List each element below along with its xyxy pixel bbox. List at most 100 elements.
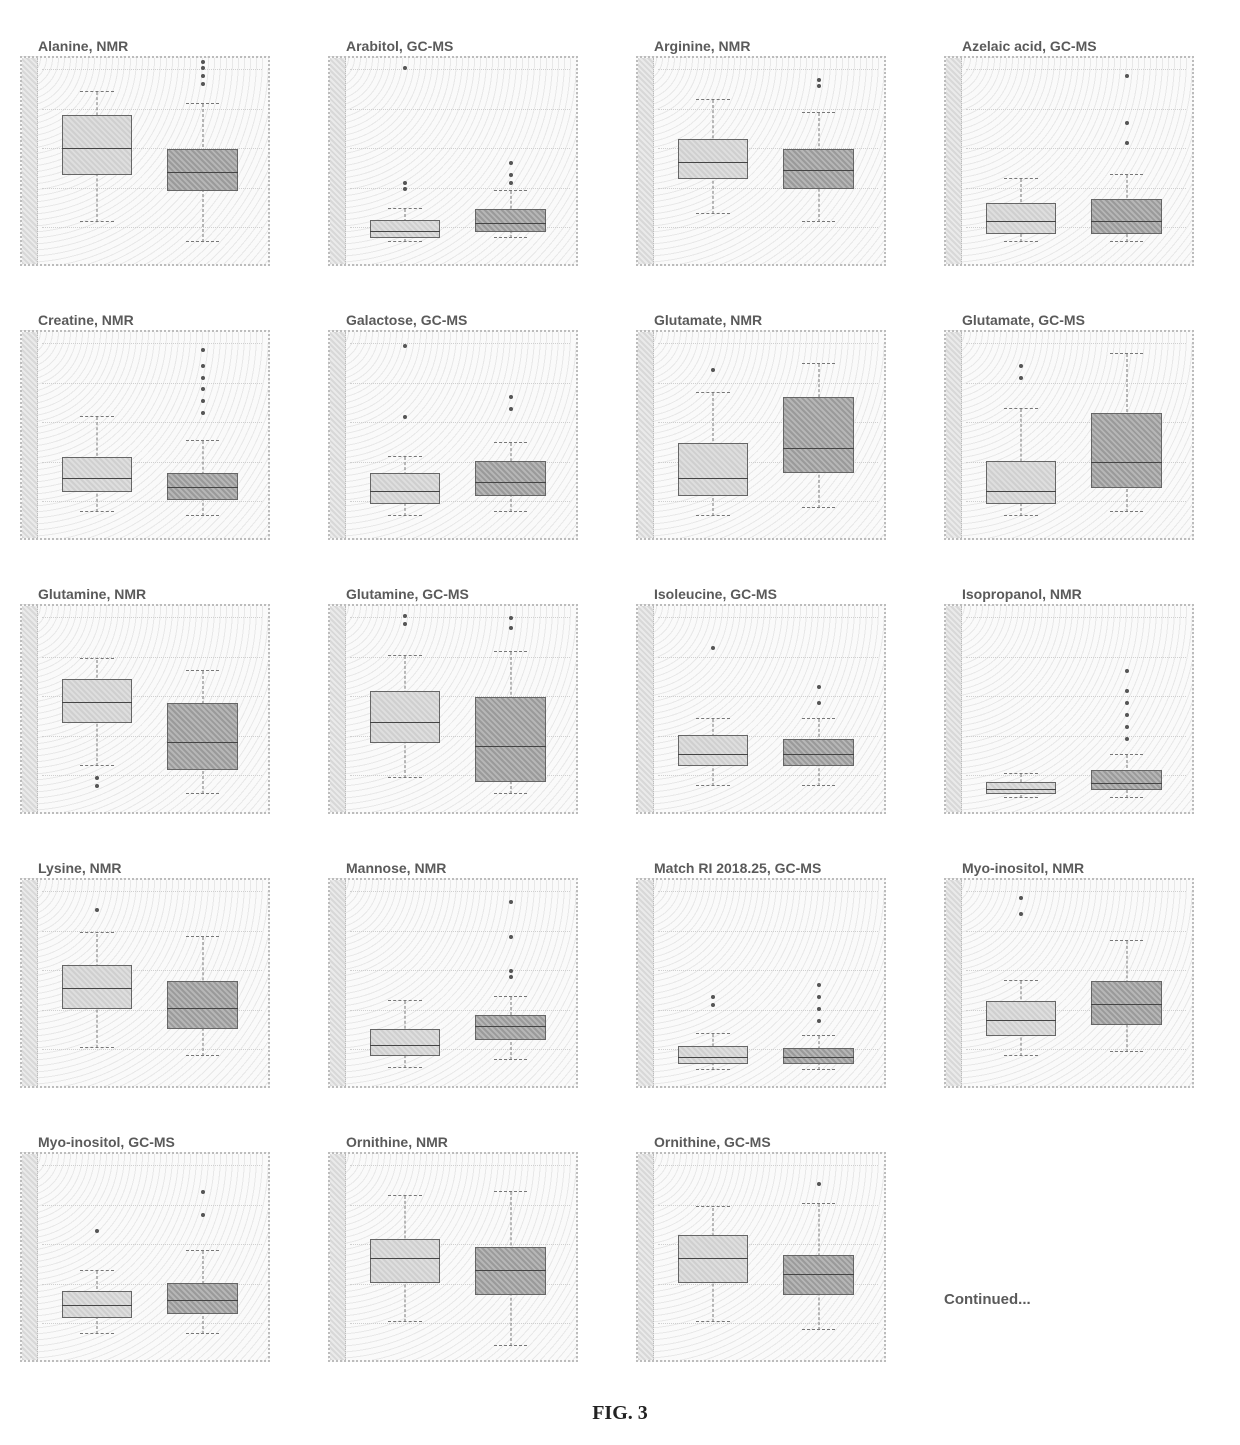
outlier-point [1125,737,1129,741]
y-axis-strip [22,332,38,538]
plot-inner [966,886,1186,1080]
plot-inner [350,1160,570,1354]
panel-title: Glutamate, GC-MS [944,294,1220,328]
panel-title: Galactose, GC-MS [328,294,604,328]
plot-area [328,56,578,266]
plot-inner [658,1160,878,1354]
plot-area [20,330,270,540]
panel-title: Glutamine, NMR [20,568,296,602]
y-axis-strip [638,332,654,538]
outlier-point [509,900,513,904]
panel-title: Mannose, NMR [328,842,604,876]
box-group [363,1156,447,1354]
outlier-point [817,1019,821,1023]
box-group [671,60,755,258]
plot-inner [42,1160,262,1354]
plot-area [944,878,1194,1088]
outlier-point [1125,725,1129,729]
plot-area [636,878,886,1088]
outlier-point [201,66,205,70]
box-group [55,608,139,806]
box-rect [167,149,237,191]
box-group [55,60,139,258]
plot-area [636,604,886,814]
box-rect [783,397,853,472]
y-axis-strip [22,880,38,1086]
box-group [979,60,1063,258]
outlier-point [1125,701,1129,705]
outlier-point [95,908,99,912]
plot-area [20,604,270,814]
plot-area [20,878,270,1088]
plot-area [328,1152,578,1362]
plot-inner [350,338,570,532]
box-group [671,334,755,532]
plot-area [20,56,270,266]
box-rect [678,735,748,767]
box-rect [475,697,545,782]
box-rect [370,1029,440,1057]
box-rect [783,1255,853,1295]
box-group [671,882,755,1080]
box-group [671,1156,755,1354]
y-axis-strip [330,606,346,812]
outlier-point [509,975,513,979]
box-group [363,60,447,258]
boxplot-panel: Glutamate, NMR [636,294,912,540]
plot-area [328,604,578,814]
y-axis-strip [330,1154,346,1360]
outlier-point [201,364,205,368]
y-axis-strip [22,606,38,812]
box-group [777,882,861,1080]
boxplot-panel: Galactose, GC-MS [328,294,604,540]
boxplot-panel: Isoleucine, GC-MS [636,568,912,814]
box-rect [678,443,748,496]
box-rect [62,115,132,174]
boxplot-panel: Mannose, NMR [328,842,604,1088]
plot-area [636,330,886,540]
panel-title: Azelaic acid, GC-MS [944,20,1220,54]
box-group [777,1156,861,1354]
panel-title: Alanine, NMR [20,20,296,54]
box-rect [475,209,545,233]
outlier-point [1019,364,1023,368]
outlier-point [509,626,513,630]
boxplot-panel: Alanine, NMR [20,20,296,266]
box-rect [1091,199,1161,235]
plot-area [20,1152,270,1362]
outlier-point [509,181,513,185]
box-group [979,334,1063,532]
boxplot-panel: Isopropanol, NMR [944,568,1220,814]
outlier-point [711,646,715,650]
panel-title: Ornithine, NMR [328,1116,604,1150]
panel-title: Myo-inositol, GC-MS [20,1116,296,1150]
box-rect [1091,413,1161,488]
boxplot-panel: Ornithine, NMR [328,1116,604,1362]
outlier-point [201,411,205,415]
panel-title: Myo-inositol, NMR [944,842,1220,876]
box-group [161,334,245,532]
box-group [161,608,245,806]
outlier-point [403,344,407,348]
panel-title: Isoleucine, GC-MS [636,568,912,602]
plot-inner [966,612,1186,806]
box-rect [475,461,545,497]
outlier-point [509,173,513,177]
panel-title: Lysine, NMR [20,842,296,876]
plot-inner [350,886,570,1080]
box-group [363,334,447,532]
outlier-point [509,407,513,411]
outlier-point [95,1229,99,1233]
box-rect [1091,770,1161,790]
box-rect [370,691,440,742]
y-axis-strip [638,606,654,812]
outlier-point [201,82,205,86]
box-rect [678,1235,748,1283]
y-axis-strip [330,332,346,538]
outlier-point [201,348,205,352]
outlier-point [1125,713,1129,717]
box-group [161,60,245,258]
outlier-point [817,1182,821,1186]
outlier-point [95,776,99,780]
panel-title: Ornithine, GC-MS [636,1116,912,1150]
